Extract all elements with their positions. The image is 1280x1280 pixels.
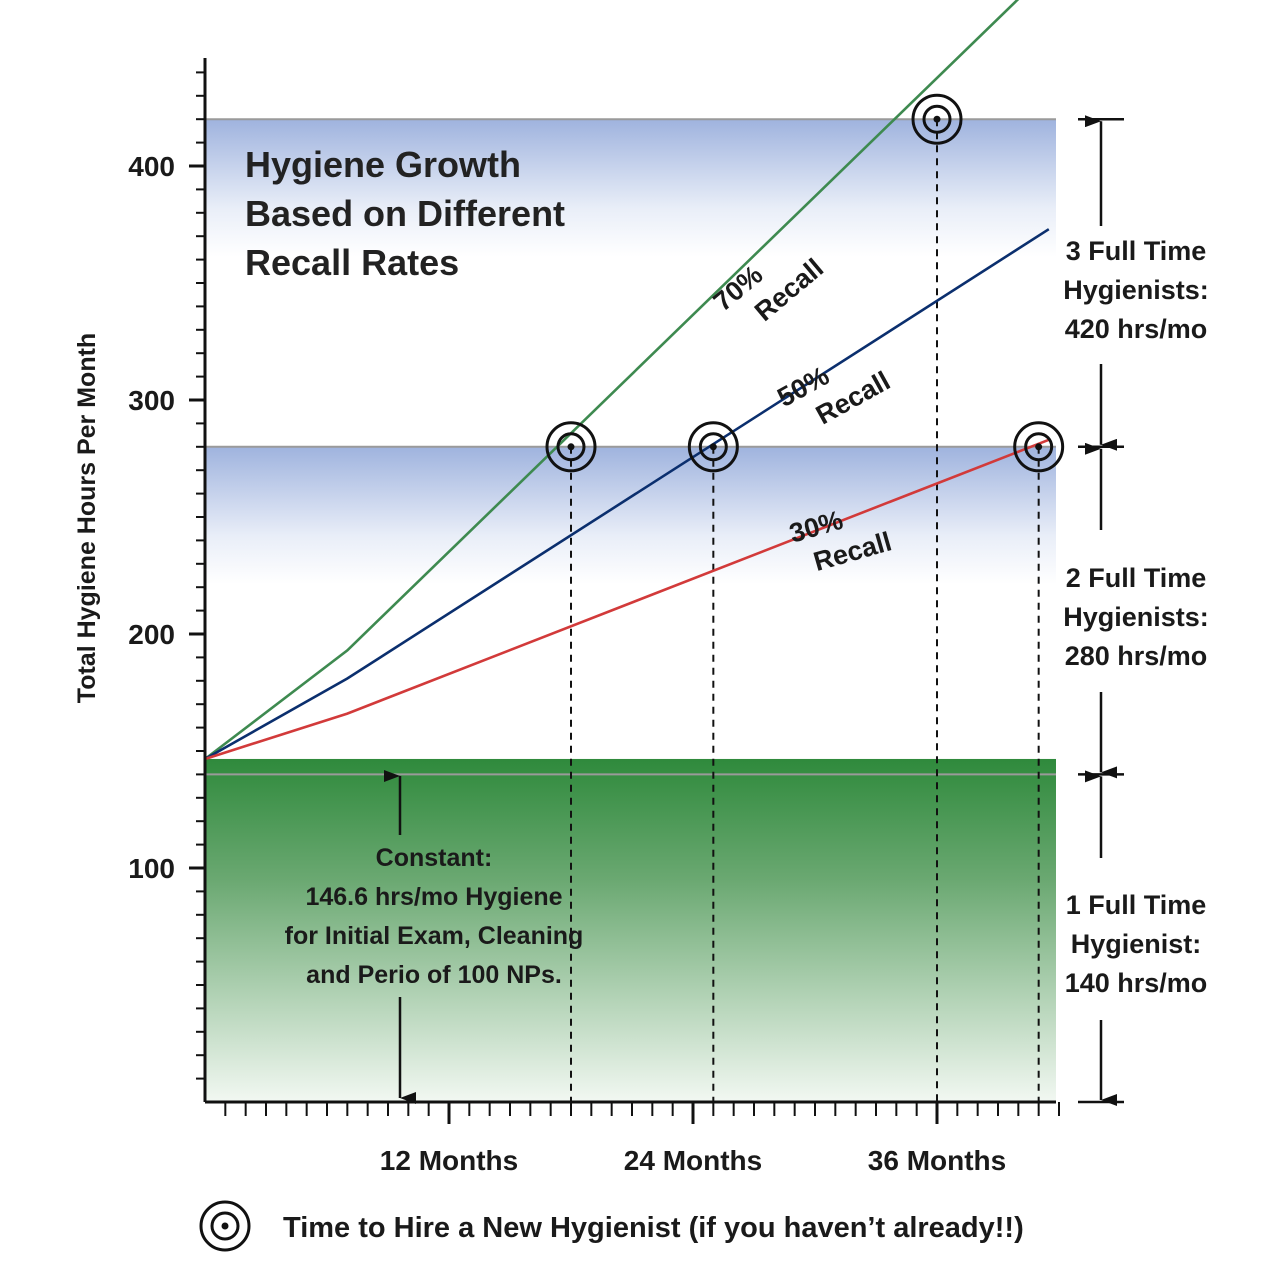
- band-3: [205, 758, 1056, 1102]
- series-line-3: [204, 438, 1050, 761]
- level-1-line-3: 140 hrs/mo: [1065, 968, 1208, 998]
- constant-note-line-4: and Perio of 100 NPs.: [306, 961, 562, 989]
- hire-marker-outer-ring: [545, 421, 597, 473]
- level-2-line-2: Hygienists:: [1063, 602, 1209, 632]
- level-2-line-1: 2 Full Time: [1066, 563, 1207, 593]
- x-tick-label-36: 36 Months: [868, 1145, 1006, 1176]
- hire-marker-4: [1013, 421, 1065, 473]
- level-2-line-3: 280 hrs/mo: [1065, 641, 1208, 671]
- hire-marker-inner-ring: [556, 432, 586, 462]
- hire-marker-inner-ring: [1024, 432, 1054, 462]
- series-label-50: 50% Recall: [772, 360, 895, 430]
- series-layer: [204, 0, 1050, 761]
- hire-marker-dot: [567, 443, 575, 451]
- target-icon: [199, 1200, 251, 1252]
- chart-title-line-3: Recall Rates: [245, 242, 459, 283]
- x-tick-label-12: 12 Months: [380, 1145, 518, 1176]
- y-tick-label-200: 200: [128, 619, 175, 650]
- chart-title-line-1: Hygiene Growth: [245, 144, 521, 185]
- hire-marker-inner-ring: [922, 104, 952, 134]
- level-3-line-3: 420 hrs/mo: [1065, 314, 1208, 344]
- hire-marker-inner-ring: [698, 432, 728, 462]
- y-axis-title: Total Hygiene Hours Per Month: [73, 333, 101, 703]
- hire-marker-outer-ring: [687, 421, 739, 473]
- hire-marker-dot: [709, 443, 717, 451]
- level-1-line-2: Hygienist:: [1071, 929, 1202, 959]
- hire-guide-lines-layer: [570, 119, 1040, 1102]
- series-label-70-word: Recall: [749, 253, 829, 327]
- band-2: [205, 446, 1056, 585]
- hire-marker-3: [911, 93, 963, 145]
- series-label-30: 30% Recall: [786, 505, 895, 577]
- x-tick-label-24: 24 Months: [624, 1145, 762, 1176]
- hire-marker-2: [687, 421, 739, 473]
- level-3-line-2: Hygienists:: [1063, 275, 1209, 305]
- annotations-layer: [384, 115, 1124, 1106]
- constant-note-line-3: for Initial Exam, Cleaning: [285, 922, 584, 950]
- level-3-line-1: 3 Full Time: [1066, 236, 1207, 266]
- hire-marker-outer-ring: [1013, 421, 1065, 473]
- hire-markers-layer: [545, 93, 1065, 473]
- chart-title-line-2: Based on Different: [245, 193, 565, 234]
- series-line-1: [204, 0, 1020, 761]
- hire-marker-dot: [933, 115, 941, 123]
- axes-layer: 100 200 300 400 12 Months 24 Months 36 Months: [128, 58, 1060, 1176]
- level-1-line-1: 1 Full Time: [1066, 890, 1207, 920]
- y-tick-label-100: 100: [128, 853, 175, 884]
- hire-marker-outer-ring: [911, 93, 963, 145]
- legend-label: Time to Hire a New Hygienist (if you hav…: [283, 1212, 1024, 1244]
- band-1: [205, 119, 1056, 257]
- series-line-2: [204, 228, 1050, 761]
- legend: Time to Hire a New Hygienist (if you hav…: [199, 1200, 1024, 1252]
- bands-layer: [205, 119, 1056, 1102]
- y-tick-label-400: 400: [128, 151, 175, 182]
- y-tick-label-300: 300: [128, 385, 175, 416]
- hire-marker-1: [545, 421, 597, 473]
- constant-note-line-2: 146.6 hrs/mo Hygiene: [305, 883, 562, 911]
- constant-note-line-1: Constant:: [376, 844, 493, 872]
- hire-marker-dot: [1035, 443, 1043, 451]
